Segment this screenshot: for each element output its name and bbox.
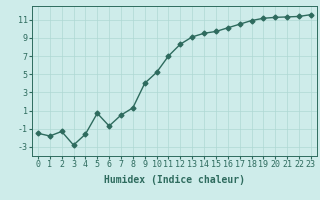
X-axis label: Humidex (Indice chaleur): Humidex (Indice chaleur) [104, 175, 245, 185]
